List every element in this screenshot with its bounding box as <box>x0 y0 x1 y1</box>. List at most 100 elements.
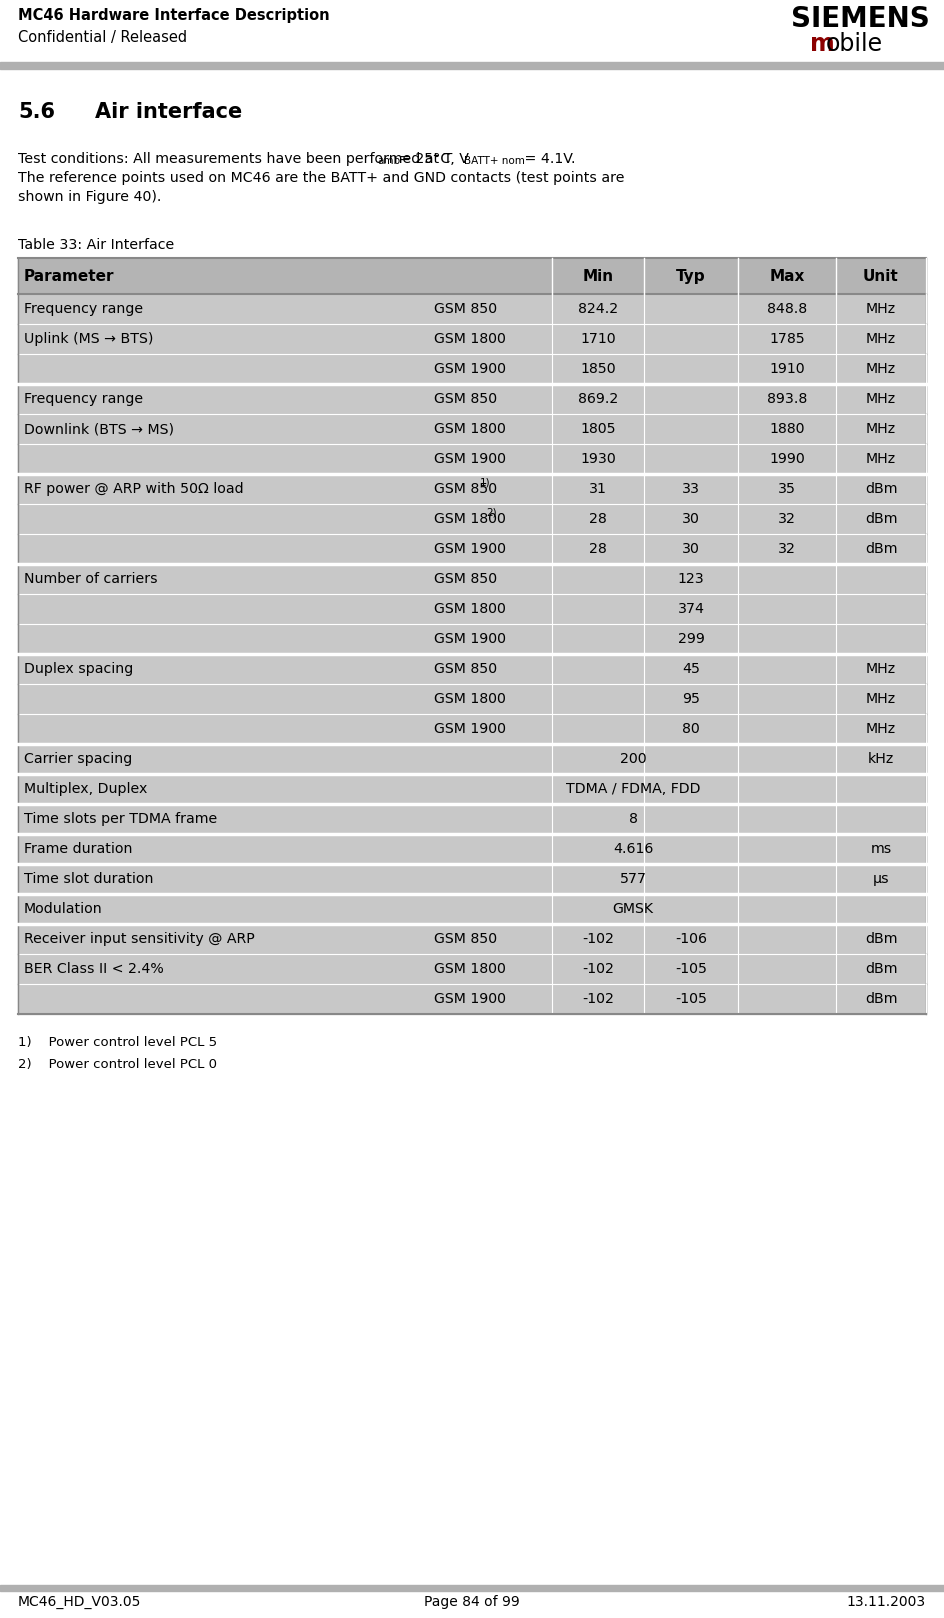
Bar <box>18 594 926 625</box>
Bar <box>18 625 926 654</box>
Text: GSM 850: GSM 850 <box>434 932 497 947</box>
Text: Receiver input sensitivity @ ARP: Receiver input sensitivity @ ARP <box>24 932 255 947</box>
Text: TDMA / FDMA, FDD: TDMA / FDMA, FDD <box>565 781 700 796</box>
Text: GSM 1900: GSM 1900 <box>434 542 506 557</box>
Text: GSM 850: GSM 850 <box>434 662 497 676</box>
Text: 824.2: 824.2 <box>578 303 618 316</box>
Bar <box>18 294 926 324</box>
Text: GSM 850: GSM 850 <box>434 303 497 316</box>
Text: 30: 30 <box>683 511 700 526</box>
Text: 1): 1) <box>480 477 490 487</box>
Bar <box>18 864 926 895</box>
Text: 95: 95 <box>682 693 700 705</box>
Bar <box>18 474 926 503</box>
Text: 32: 32 <box>778 511 796 526</box>
Text: 1880: 1880 <box>769 422 804 435</box>
Text: Frequency range: Frequency range <box>24 392 143 406</box>
Bar <box>18 383 926 414</box>
Text: -102: -102 <box>582 963 614 976</box>
Text: obile: obile <box>826 32 884 57</box>
Text: Confidential / Released: Confidential / Released <box>18 31 187 45</box>
Text: GSM 1800: GSM 1800 <box>434 963 506 976</box>
Text: GMSK: GMSK <box>613 901 653 916</box>
Text: Unit: Unit <box>863 269 899 283</box>
Text: Modulation: Modulation <box>24 901 103 916</box>
Text: GSM 1900: GSM 1900 <box>434 992 506 1006</box>
Text: MHz: MHz <box>866 722 896 736</box>
Text: MHz: MHz <box>866 662 896 676</box>
Bar <box>18 833 926 864</box>
Text: 893.8: 893.8 <box>767 392 807 406</box>
Text: 28: 28 <box>589 542 607 557</box>
Text: Table 33: Air Interface: Table 33: Air Interface <box>18 238 175 252</box>
Text: 13.11.2003: 13.11.2003 <box>847 1595 926 1608</box>
Text: dBm: dBm <box>865 511 897 526</box>
Bar <box>18 443 926 474</box>
Bar <box>18 804 926 833</box>
Text: 1805: 1805 <box>581 422 615 435</box>
Text: Air interface: Air interface <box>95 102 243 121</box>
Text: 31: 31 <box>589 482 607 497</box>
Text: Frequency range: Frequency range <box>24 303 143 316</box>
Text: Time slots per TDMA frame: Time slots per TDMA frame <box>24 812 217 827</box>
Text: -102: -102 <box>582 992 614 1006</box>
Text: BATT+ nom: BATT+ nom <box>464 155 525 167</box>
Text: GSM 1800: GSM 1800 <box>434 693 506 705</box>
Bar <box>0 61 944 70</box>
Text: Carrier spacing: Carrier spacing <box>24 752 132 765</box>
Bar <box>0 1586 944 1590</box>
Text: GSM 1900: GSM 1900 <box>434 722 506 736</box>
Text: 2): 2) <box>486 506 497 518</box>
Bar <box>18 744 926 773</box>
Text: MHz: MHz <box>866 693 896 705</box>
Text: GSM 1900: GSM 1900 <box>434 362 506 375</box>
Bar <box>18 324 926 354</box>
Text: RF power @ ARP with 50Ω load: RF power @ ARP with 50Ω load <box>24 482 244 497</box>
Text: BER Class II < 2.4%: BER Class II < 2.4% <box>24 963 163 976</box>
Text: -105: -105 <box>675 992 707 1006</box>
Text: µs: µs <box>872 872 889 887</box>
Text: Min: Min <box>582 269 614 283</box>
Text: 28: 28 <box>589 511 607 526</box>
Text: GSM 1900: GSM 1900 <box>434 451 506 466</box>
Text: = 25°C, V: = 25°C, V <box>399 152 469 167</box>
Text: Max: Max <box>769 269 804 283</box>
Text: 123: 123 <box>678 573 704 586</box>
Text: MHz: MHz <box>866 451 896 466</box>
Text: amb: amb <box>377 155 400 167</box>
Text: Test conditions: All measurements have been performed at T: Test conditions: All measurements have b… <box>18 152 452 167</box>
Text: Multiplex, Duplex: Multiplex, Duplex <box>24 781 147 796</box>
Bar <box>18 354 926 383</box>
Text: GSM 1800: GSM 1800 <box>434 332 506 346</box>
Text: The reference points used on MC46 are the BATT+ and GND contacts (test points ar: The reference points used on MC46 are th… <box>18 172 625 184</box>
Text: 200: 200 <box>619 752 647 765</box>
Text: 1990: 1990 <box>769 451 805 466</box>
Bar <box>18 984 926 1014</box>
Text: 1785: 1785 <box>769 332 805 346</box>
Bar <box>18 895 926 924</box>
Text: 2)    Power control level PCL 0: 2) Power control level PCL 0 <box>18 1058 217 1071</box>
Text: Frame duration: Frame duration <box>24 841 132 856</box>
Text: 374: 374 <box>678 602 704 616</box>
Text: Downlink (BTS → MS): Downlink (BTS → MS) <box>24 422 174 435</box>
Text: 5.6: 5.6 <box>18 102 55 121</box>
Text: dBm: dBm <box>865 932 897 947</box>
Text: dBm: dBm <box>865 963 897 976</box>
Text: 299: 299 <box>678 633 704 646</box>
Text: 577: 577 <box>619 872 647 887</box>
Text: 1710: 1710 <box>581 332 615 346</box>
Text: -105: -105 <box>675 963 707 976</box>
Text: 35: 35 <box>778 482 796 497</box>
Text: 848.8: 848.8 <box>767 303 807 316</box>
Text: GSM 850: GSM 850 <box>434 482 497 497</box>
Bar <box>18 924 926 955</box>
Text: 80: 80 <box>683 722 700 736</box>
Text: Time slot duration: Time slot duration <box>24 872 154 887</box>
Text: 1)    Power control level PCL 5: 1) Power control level PCL 5 <box>18 1036 217 1048</box>
Text: 33: 33 <box>682 482 700 497</box>
Bar <box>18 414 926 443</box>
Text: ms: ms <box>870 841 892 856</box>
Text: SIEMENS: SIEMENS <box>791 5 930 32</box>
Text: MC46_HD_V03.05: MC46_HD_V03.05 <box>18 1595 142 1608</box>
Text: GSM 1800: GSM 1800 <box>434 602 506 616</box>
